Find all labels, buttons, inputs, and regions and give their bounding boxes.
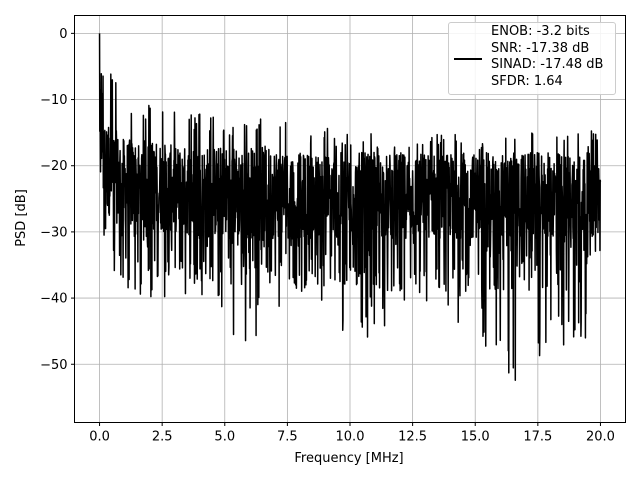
legend-line-swatch [454, 58, 482, 60]
y-tick-label: −40 [40, 292, 67, 307]
y-tick-label: −50 [40, 358, 67, 373]
x-tick-label: 10.0 [336, 430, 365, 445]
legend-enob: ENOB: -3.2 bits [491, 24, 590, 39]
legend-sfdr: SFDR: 1.64 [491, 73, 563, 89]
y-tick-label: 0 [59, 27, 67, 42]
x-tick-label: 15.0 [461, 430, 490, 445]
y-tick-label: −30 [40, 225, 67, 240]
y-axis-label: PSD [dB] [14, 189, 29, 247]
x-tick-label: 5.0 [214, 430, 235, 445]
y-tick-label: −20 [40, 159, 67, 174]
x-axis-label: Frequency [MHz] [294, 451, 403, 466]
psd-series-line [98, 33, 602, 381]
y-tick-label: −10 [40, 93, 67, 108]
plot-area [98, 33, 602, 381]
x-tick-label: 2.5 [152, 430, 173, 445]
x-tick-label: 17.5 [523, 430, 552, 445]
legend-sinad: SINAD: -17.48 dB [491, 57, 604, 72]
x-tick-label: 12.5 [398, 430, 427, 445]
legend: ENOB: -3.2 bits SNR: -17.38 dB SINAD: -1… [448, 22, 616, 95]
ticks: 0.0 2.5 5.0 7.5 10.0 12.5 15.0 17.5 20.0 0 −10 −20 −… [40, 27, 615, 445]
x-tick-label: 7.5 [277, 430, 298, 445]
legend-snr: SNR: -17.38 dB [491, 40, 590, 56]
x-tick-label: 20.0 [586, 430, 615, 445]
x-tick-label: 0.0 [89, 430, 110, 445]
